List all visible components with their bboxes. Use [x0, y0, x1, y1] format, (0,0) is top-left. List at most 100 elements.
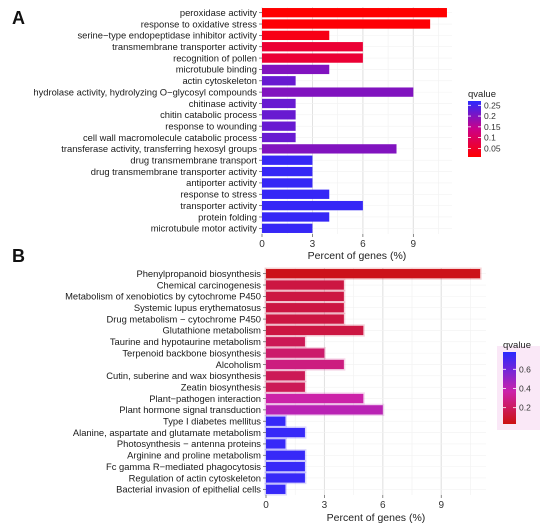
bar	[262, 212, 330, 222]
bar	[262, 76, 296, 86]
bar	[262, 155, 313, 165]
bar	[266, 473, 305, 483]
bar	[266, 450, 305, 460]
category-label: Chemical carcinogenesis	[157, 279, 262, 290]
bar	[266, 461, 305, 472]
panel-label-a: A	[12, 8, 25, 28]
category-label: Cutin, suberine and wax biosynthesis	[106, 370, 261, 381]
bar	[262, 166, 313, 177]
category-label: response to wounding	[165, 120, 257, 131]
bar	[266, 337, 305, 347]
category-label: serine−type endopeptidase inhibitor acti…	[77, 30, 257, 41]
category-label: Regulation of actin cytoskeleton	[129, 472, 261, 483]
category-label: Drug metabolism − cytochrome P450	[107, 313, 262, 324]
category-label: microtubule motor activity	[151, 223, 258, 234]
category-label: Zeatin biosynthesis	[181, 381, 262, 392]
bar	[266, 359, 344, 370]
category-label: Alcoholism	[216, 359, 262, 370]
legend-tick-label: 0.05	[484, 143, 501, 153]
legend-tick-label: 0.25	[484, 100, 501, 110]
x-axis-title: Percent of genes (%)	[327, 512, 426, 524]
bar	[266, 325, 364, 336]
category-label: protein folding	[198, 211, 257, 222]
x-tick-label: 6	[360, 239, 366, 250]
category-label: Terpenoid backbone biosynthesis	[122, 347, 261, 358]
bar	[262, 8, 447, 18]
category-label: Plant−pathogen interaction	[149, 393, 261, 404]
bar	[266, 348, 325, 358]
bar	[266, 314, 344, 324]
bar	[266, 484, 286, 494]
bar	[266, 382, 305, 392]
legend-tick-label: 0.1	[484, 133, 496, 143]
category-label: Alanine, aspartate and glutamate metabol…	[73, 427, 261, 438]
category-label: chitin catabolic process	[160, 109, 257, 120]
bar	[266, 291, 344, 302]
bar	[266, 427, 305, 438]
category-label: response to oxidative stress	[141, 18, 258, 29]
legend-title: qvalue	[503, 340, 531, 351]
bar	[262, 64, 330, 75]
category-label: recognition of pollen	[173, 52, 257, 63]
category-label: peroxidase activity	[180, 7, 257, 18]
x-tick-label: 9	[411, 239, 417, 250]
category-label: Metabolism of xenobiotics by cytochrome …	[65, 291, 261, 302]
bar	[262, 132, 296, 143]
category-label: Photosynthesis − antenna proteins	[117, 438, 261, 449]
category-label: drug transmembrane transporter activity	[91, 166, 258, 177]
bar	[266, 280, 344, 290]
category-label: chitinase activity	[189, 98, 258, 109]
bar	[266, 393, 364, 404]
category-label: response to stress	[180, 189, 257, 200]
bar	[262, 178, 313, 188]
category-label: Bacterial invasion of epithelial cells	[116, 484, 261, 495]
bar	[262, 98, 296, 109]
category-label: Fc gamma R−mediated phagocytosis	[106, 461, 261, 472]
legend-tick-label: 0.6	[519, 364, 531, 374]
legend-colorbar	[503, 352, 516, 424]
x-tick-label: 6	[380, 500, 386, 511]
bar	[262, 144, 397, 154]
category-label: Arginine and proline metabolism	[127, 450, 261, 461]
category-label: cell wall macromolecule catabolic proces…	[83, 132, 257, 143]
x-tick-label: 3	[322, 500, 328, 511]
bar	[266, 303, 344, 313]
x-tick-label: 0	[259, 239, 265, 250]
legend-title: qvalue	[468, 89, 496, 100]
category-label: microtubule binding	[176, 64, 257, 75]
bar	[266, 416, 286, 426]
category-label: drug transmembrane transport	[130, 155, 257, 166]
plot-area	[262, 7, 452, 234]
category-label: antiporter activity	[186, 177, 257, 188]
bar	[262, 19, 431, 29]
bar	[262, 121, 296, 131]
bar	[266, 405, 383, 415]
x-axis-title: Percent of genes (%)	[308, 250, 407, 262]
bar	[262, 110, 296, 120]
bar	[262, 223, 313, 233]
category-label: transmembrane transporter activity	[112, 41, 257, 52]
legend-tick-label: 0.2	[484, 111, 496, 121]
category-label: transporter activity	[180, 200, 257, 211]
bar	[266, 371, 305, 381]
category-label: Glutathione metabolism	[163, 325, 262, 336]
legend-tick-label: 0.2	[519, 403, 531, 413]
category-label: actin cytoskeleton	[182, 75, 257, 86]
x-tick-label: 0	[263, 500, 269, 511]
bar	[262, 30, 330, 41]
bar	[266, 269, 481, 279]
legend-colorbar	[468, 101, 481, 157]
bar	[262, 87, 414, 97]
category-label: Type I diabetes mellitus	[163, 416, 261, 427]
x-tick-label: 3	[310, 239, 316, 250]
legend-tick-label: 0.4	[519, 383, 531, 393]
bar	[266, 439, 286, 449]
category-label: Plant hormone signal transduction	[119, 404, 261, 415]
category-label: Taurine and hypotaurine metabolism	[110, 336, 261, 347]
category-label: Phenylpropanoid biosynthesis	[136, 268, 261, 279]
panel-label-b: B	[12, 246, 25, 266]
bar	[262, 200, 363, 211]
